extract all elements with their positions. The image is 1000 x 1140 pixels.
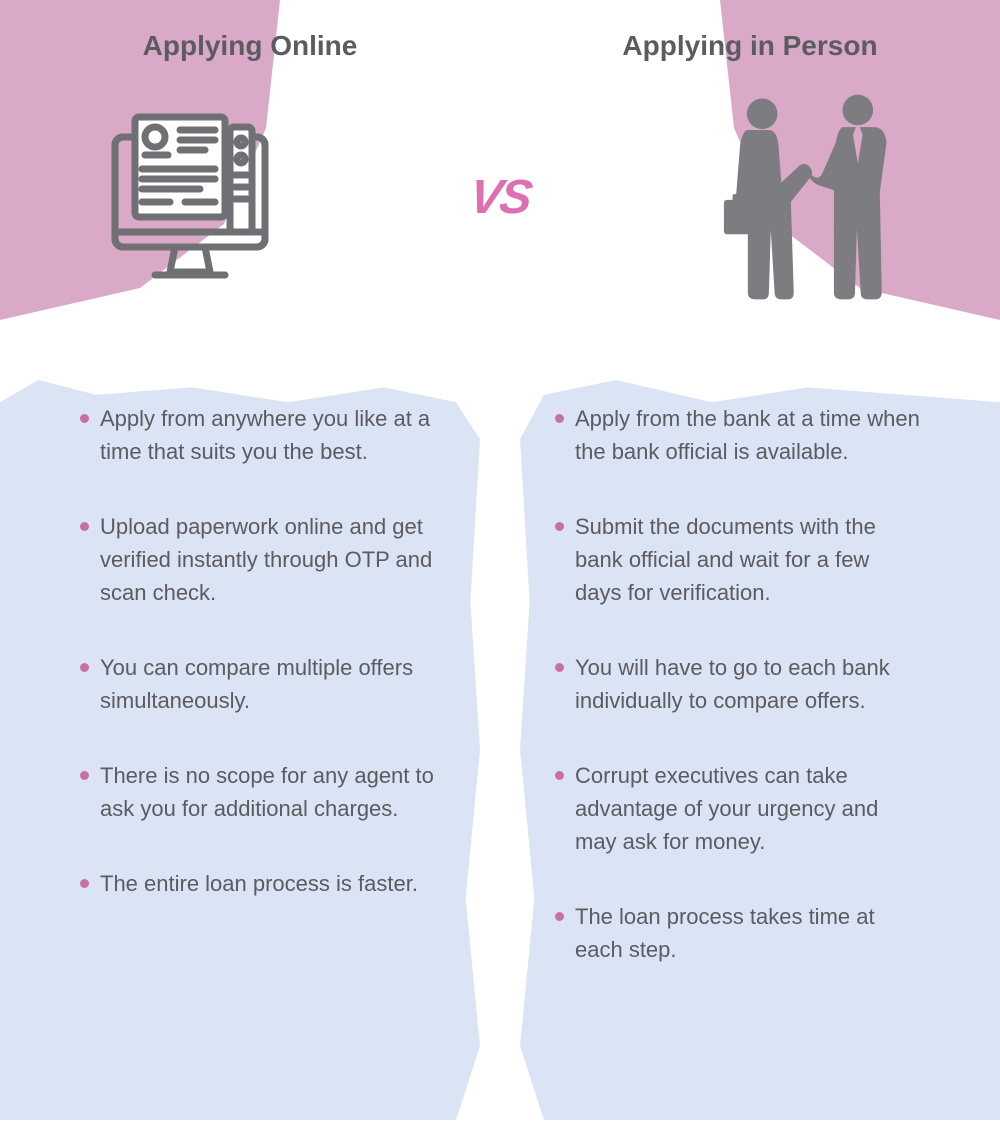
left-points: Apply from anywhere you like at a time t… xyxy=(80,402,445,900)
list-item: Upload paperwork online and get verified… xyxy=(80,510,445,609)
list-item: The loan process takes time at each step… xyxy=(555,900,920,966)
left-title: Applying Online xyxy=(0,30,500,62)
right-list-col: Apply from the bank at a time when the b… xyxy=(500,402,960,1008)
computer-form-icon xyxy=(80,97,300,297)
list-item: The entire loan process is faster. xyxy=(80,867,445,900)
list-item: You can compare multiple offers simultan… xyxy=(80,651,445,717)
list-item: Apply from the bank at a time when the b… xyxy=(555,402,920,468)
list-item: You will have to go to each bank individ… xyxy=(555,651,920,717)
right-title: Applying in Person xyxy=(500,30,1000,62)
header-row: Applying Online Applying in Person xyxy=(0,0,1000,62)
right-points: Apply from the bank at a time when the b… xyxy=(555,402,920,966)
handshake-people-icon xyxy=(700,82,920,312)
list-item: There is no scope for any agent to ask y… xyxy=(80,759,445,825)
left-list-col: Apply from anywhere you like at a time t… xyxy=(40,402,500,1008)
list-item: Corrupt executives can take advantage of… xyxy=(555,759,920,858)
list-item: Apply from anywhere you like at a time t… xyxy=(80,402,445,468)
list-item: Submit the documents with the bank offic… xyxy=(555,510,920,609)
vs-label: VS xyxy=(466,170,534,225)
lists-row: Apply from anywhere you like at a time t… xyxy=(0,352,1000,1008)
icons-row: VS xyxy=(0,62,1000,322)
